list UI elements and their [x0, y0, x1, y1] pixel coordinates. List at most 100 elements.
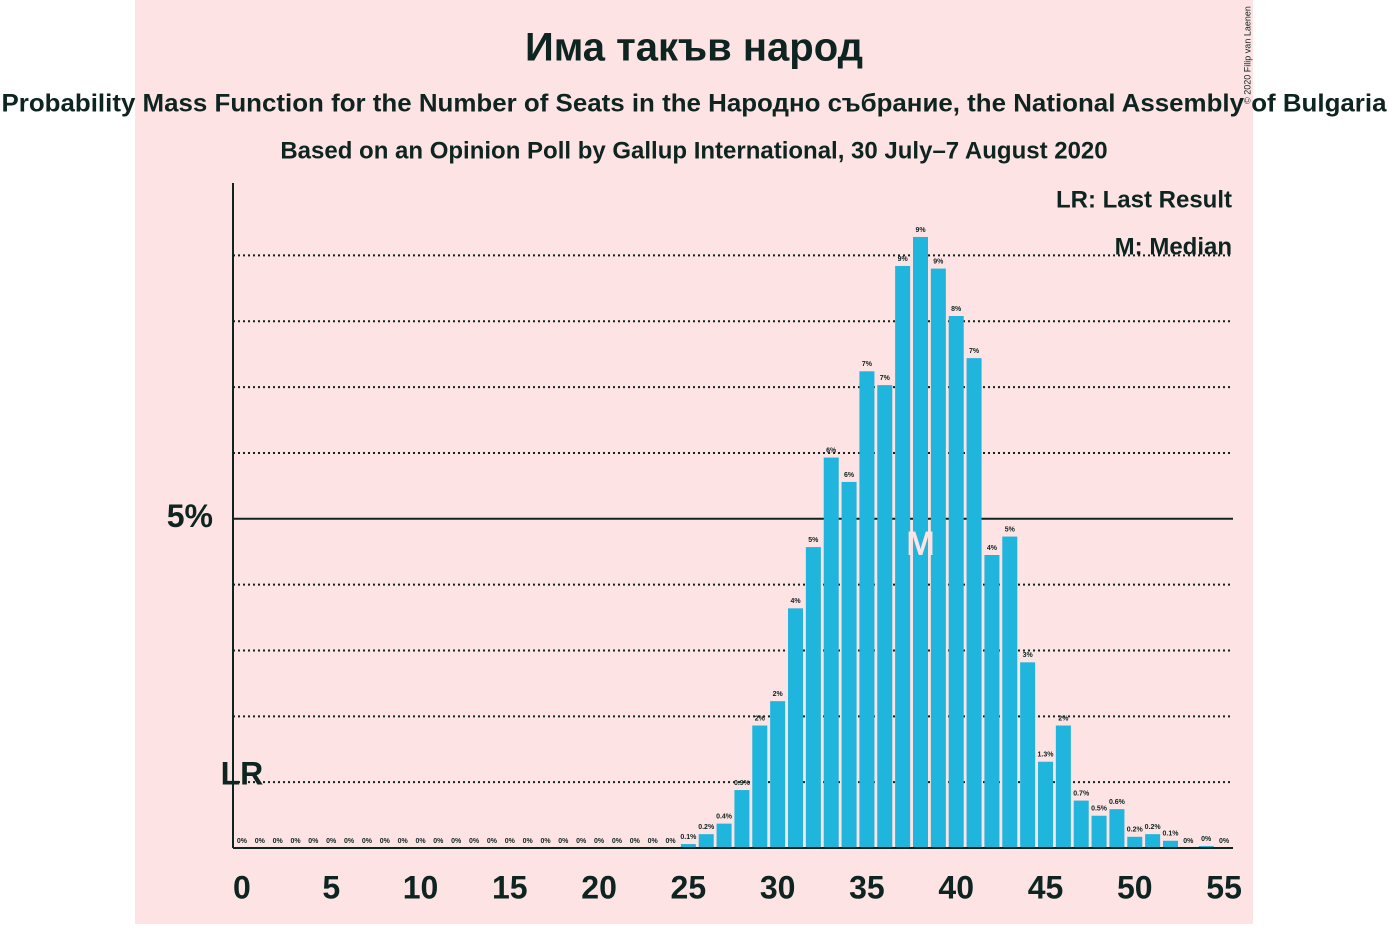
bar — [913, 236, 928, 848]
value-label: 0.9% — [734, 780, 751, 787]
bar — [1127, 836, 1143, 848]
bar — [841, 481, 857, 848]
value-label: 3% — [1023, 652, 1034, 659]
value-label: 0% — [237, 838, 248, 845]
bar — [859, 371, 875, 848]
value-label: 0% — [505, 838, 516, 845]
value-label: 5% — [1005, 526, 1016, 533]
x-tick-label: 50 — [1117, 869, 1153, 905]
bar — [1163, 840, 1178, 848]
bar — [1073, 800, 1089, 848]
value-label: 0% — [612, 838, 623, 845]
value-label: 0.6% — [1109, 799, 1126, 806]
x-tick-label: 45 — [1028, 869, 1064, 905]
chart-title: Има такъв народ — [525, 26, 863, 70]
last-result-label: LR — [221, 755, 264, 791]
bar — [770, 701, 786, 848]
x-tick-label: 10 — [403, 869, 439, 905]
bar — [1109, 809, 1125, 848]
chart-caption: Based on an Opinion Poll by Gallup Inter… — [280, 137, 1107, 164]
value-label: 0.1% — [680, 834, 697, 841]
bar — [1091, 815, 1107, 848]
bar — [788, 608, 803, 848]
bar — [716, 823, 732, 848]
value-label: 0.2% — [1145, 824, 1162, 831]
x-tick-label: 40 — [938, 869, 974, 905]
x-tick-label: 55 — [1206, 869, 1242, 905]
value-label: 0.2% — [1127, 827, 1144, 834]
value-label: 0% — [1219, 838, 1230, 845]
bar — [948, 316, 964, 848]
value-label: 0% — [362, 838, 373, 845]
bar — [1145, 834, 1161, 848]
x-tick-label: 15 — [492, 869, 528, 905]
value-label: 8% — [951, 306, 962, 313]
value-label: 7% — [862, 361, 873, 368]
value-label: 0% — [648, 838, 659, 845]
value-label: 0.4% — [716, 813, 733, 820]
value-label: 0.1% — [1163, 831, 1180, 838]
value-label: 0% — [326, 838, 337, 845]
bar — [1002, 536, 1018, 848]
legend-note: LR: Last Result — [1056, 186, 1232, 213]
value-label: 6% — [844, 472, 855, 479]
value-label: 0% — [469, 838, 480, 845]
value-label: 0% — [433, 838, 444, 845]
value-label: 0% — [558, 838, 569, 845]
value-label: 9% — [915, 227, 926, 234]
value-label: 1.3% — [1038, 752, 1055, 759]
bar — [895, 265, 911, 848]
value-label: 6% — [826, 447, 837, 454]
x-tick-label: 0 — [233, 869, 251, 905]
x-tick-label: 5 — [322, 869, 340, 905]
value-label: 0% — [380, 838, 391, 845]
value-label: 7% — [880, 375, 891, 382]
value-label: 0% — [487, 838, 498, 845]
bar — [1055, 725, 1071, 848]
value-label: 0.7% — [1073, 790, 1090, 797]
value-label: 0.2% — [698, 824, 715, 831]
value-label: 5% — [808, 537, 819, 544]
value-label: 0% — [398, 838, 409, 845]
value-label: 0% — [255, 838, 266, 845]
median-label: M — [906, 525, 934, 563]
value-label: 0% — [1201, 836, 1212, 843]
value-label: 9% — [933, 258, 944, 265]
bar — [823, 457, 839, 848]
value-label: 0% — [415, 838, 426, 845]
bar — [966, 358, 982, 848]
value-label: 0% — [1183, 838, 1194, 845]
value-label: 2% — [773, 691, 784, 698]
value-label: 0% — [594, 838, 605, 845]
x-tick-label: 20 — [581, 869, 617, 905]
bar — [805, 547, 821, 848]
bar — [984, 555, 1000, 848]
bar — [1020, 662, 1036, 848]
bar — [698, 834, 714, 848]
bar — [930, 268, 946, 848]
copyright: © 2020 Filip van Laenen — [1242, 6, 1252, 104]
value-label: 0% — [576, 838, 587, 845]
bar — [1038, 761, 1053, 848]
value-label: 0% — [523, 838, 534, 845]
bar — [877, 385, 893, 848]
x-tick-label: 30 — [760, 869, 796, 905]
value-label: 0% — [308, 838, 319, 845]
value-label: 4% — [790, 598, 801, 605]
value-label: 0% — [451, 838, 462, 845]
value-label: 4% — [987, 545, 998, 552]
x-tick-label: 35 — [849, 869, 885, 905]
chart-subtitle: Probability Mass Function for the Number… — [2, 90, 1388, 118]
value-label: 0.5% — [1091, 806, 1108, 813]
value-label: 9% — [898, 256, 909, 263]
value-label: 0% — [665, 838, 676, 845]
value-label: 0% — [290, 838, 301, 845]
x-tick-label: 25 — [671, 869, 707, 905]
value-label: 2% — [755, 715, 766, 722]
value-label: 0% — [344, 838, 355, 845]
bar — [752, 725, 768, 848]
bar — [734, 790, 750, 848]
value-label: 2% — [1058, 715, 1069, 722]
